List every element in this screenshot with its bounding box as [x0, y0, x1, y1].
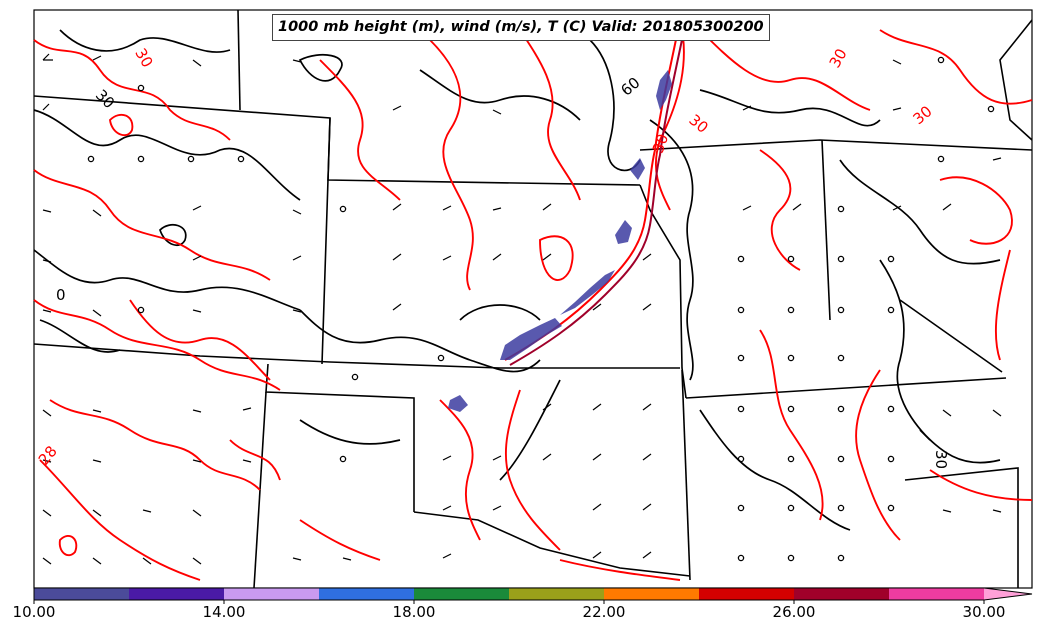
colorbar-segment [794, 588, 889, 600]
colorbar-tick-3: 22.00 [582, 603, 626, 621]
colorbar-tick-5: 30.00 [962, 603, 1006, 621]
colorbar-extend-arrow [984, 588, 1032, 600]
colorbar [33, 587, 1033, 604]
temperature-contours [33, 19, 1033, 581]
map-title: 1000 mb height (m), wind (m/s), T (C) Va… [272, 14, 770, 41]
height-label-2: 0 [56, 286, 66, 304]
colorbar-tick-4: 26.00 [772, 603, 816, 621]
colorbar-segment [414, 588, 509, 600]
colorbar-outline [33, 587, 1033, 601]
height-label-4: 30 [932, 450, 950, 469]
colorbar-segment [699, 588, 794, 600]
shaded-band [448, 70, 672, 412]
colorbar-tick-2: 18.00 [392, 603, 436, 621]
colorbar-tick-0: 10.00 [12, 603, 56, 621]
colorbar-segment [34, 588, 129, 600]
station-circles [87, 56, 995, 562]
map-frame [33, 9, 1033, 589]
colorbar-segment [129, 588, 224, 600]
colorbar-tick-1: 14.00 [202, 603, 246, 621]
colorbar-segment [889, 588, 984, 600]
wind-barbs [42, 53, 1002, 565]
colorbar-segment [319, 588, 414, 600]
height-contours [33, 29, 1001, 531]
temp-label-6: 30 [649, 131, 672, 155]
colorbar-segment [509, 588, 604, 600]
colorbar-segment [604, 588, 699, 600]
colorbar-segment [224, 588, 319, 600]
